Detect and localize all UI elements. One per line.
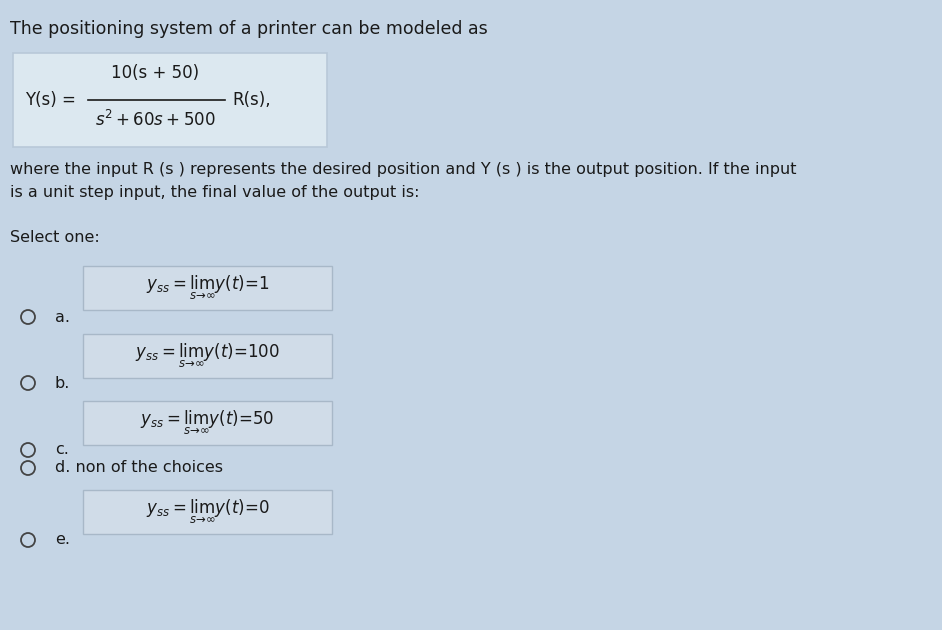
FancyBboxPatch shape — [83, 401, 332, 445]
Text: a.: a. — [55, 309, 70, 324]
FancyBboxPatch shape — [83, 334, 332, 378]
Text: Y(s) =: Y(s) = — [25, 91, 76, 109]
Text: b.: b. — [55, 375, 71, 391]
FancyBboxPatch shape — [83, 490, 332, 534]
Text: The positioning system of a printer can be modeled as: The positioning system of a printer can … — [10, 20, 488, 38]
Text: $y_{ss} = \lim_{s\to\infty} y(t) = 0$: $y_{ss} = \lim_{s\to\infty} y(t) = 0$ — [146, 498, 269, 526]
Text: $y_{ss} = \lim_{s\to\infty} y(t) = 50$: $y_{ss} = \lim_{s\to\infty} y(t) = 50$ — [140, 409, 274, 437]
FancyBboxPatch shape — [13, 53, 327, 147]
Text: Select one:: Select one: — [10, 230, 100, 245]
Text: c.: c. — [55, 442, 69, 457]
Text: where the input R (s ) represents the desired position and Y (s ) is the output : where the input R (s ) represents the de… — [10, 162, 797, 200]
Text: e.: e. — [55, 532, 70, 547]
FancyBboxPatch shape — [83, 266, 332, 310]
Text: R(s),: R(s), — [232, 91, 270, 109]
Text: $s^2+60s+500$: $s^2+60s+500$ — [95, 110, 216, 130]
Text: $y_{ss} = \lim_{s\to\infty} y(t) = 1$: $y_{ss} = \lim_{s\to\infty} y(t) = 1$ — [146, 274, 269, 302]
Text: d. non of the choices: d. non of the choices — [55, 461, 223, 476]
Text: $y_{ss} = \lim_{s\to\infty} y(t) = 100$: $y_{ss} = \lim_{s\to\infty} y(t) = 100$ — [135, 342, 280, 370]
Text: 10(s + 50): 10(s + 50) — [111, 64, 199, 82]
